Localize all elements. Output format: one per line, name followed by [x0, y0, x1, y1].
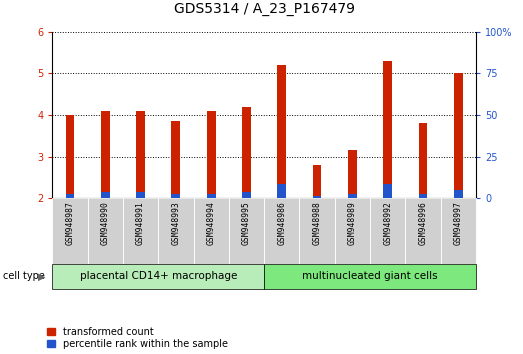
Bar: [136, 111, 145, 198]
Bar: [172, 194, 180, 198]
Text: ▶: ▶: [38, 272, 45, 281]
Bar: [418, 124, 427, 198]
Text: GSM948987: GSM948987: [65, 201, 74, 245]
Text: multinucleated giant cells: multinucleated giant cells: [302, 272, 438, 281]
Text: placental CD14+ macrophage: placental CD14+ macrophage: [79, 272, 237, 281]
Bar: [454, 74, 463, 198]
Bar: [172, 121, 180, 198]
Bar: [277, 65, 286, 198]
Bar: [383, 184, 392, 198]
Text: GSM948996: GSM948996: [418, 201, 427, 245]
Bar: [242, 192, 251, 198]
Bar: [383, 61, 392, 198]
Legend: transformed count, percentile rank within the sample: transformed count, percentile rank withi…: [47, 327, 228, 349]
Text: GSM948992: GSM948992: [383, 201, 392, 245]
Bar: [313, 196, 322, 198]
Bar: [348, 194, 357, 198]
Bar: [242, 107, 251, 198]
Text: GSM948997: GSM948997: [454, 201, 463, 245]
Bar: [277, 184, 286, 198]
Bar: [101, 111, 110, 198]
Bar: [136, 192, 145, 198]
Bar: [454, 190, 463, 198]
Text: cell type: cell type: [3, 272, 44, 281]
Bar: [207, 194, 215, 198]
Text: GSM948986: GSM948986: [277, 201, 286, 245]
Bar: [207, 111, 215, 198]
Bar: [313, 165, 322, 198]
Text: GSM948988: GSM948988: [313, 201, 322, 245]
Bar: [65, 115, 74, 198]
Text: GSM948991: GSM948991: [136, 201, 145, 245]
Bar: [418, 194, 427, 198]
Text: GDS5314 / A_23_P167479: GDS5314 / A_23_P167479: [174, 2, 355, 16]
Text: GSM948993: GSM948993: [172, 201, 180, 245]
Text: GSM948989: GSM948989: [348, 201, 357, 245]
Text: GSM948990: GSM948990: [101, 201, 110, 245]
Text: GSM948995: GSM948995: [242, 201, 251, 245]
Bar: [65, 194, 74, 198]
Bar: [101, 192, 110, 198]
Bar: [348, 150, 357, 198]
Text: GSM948994: GSM948994: [207, 201, 215, 245]
